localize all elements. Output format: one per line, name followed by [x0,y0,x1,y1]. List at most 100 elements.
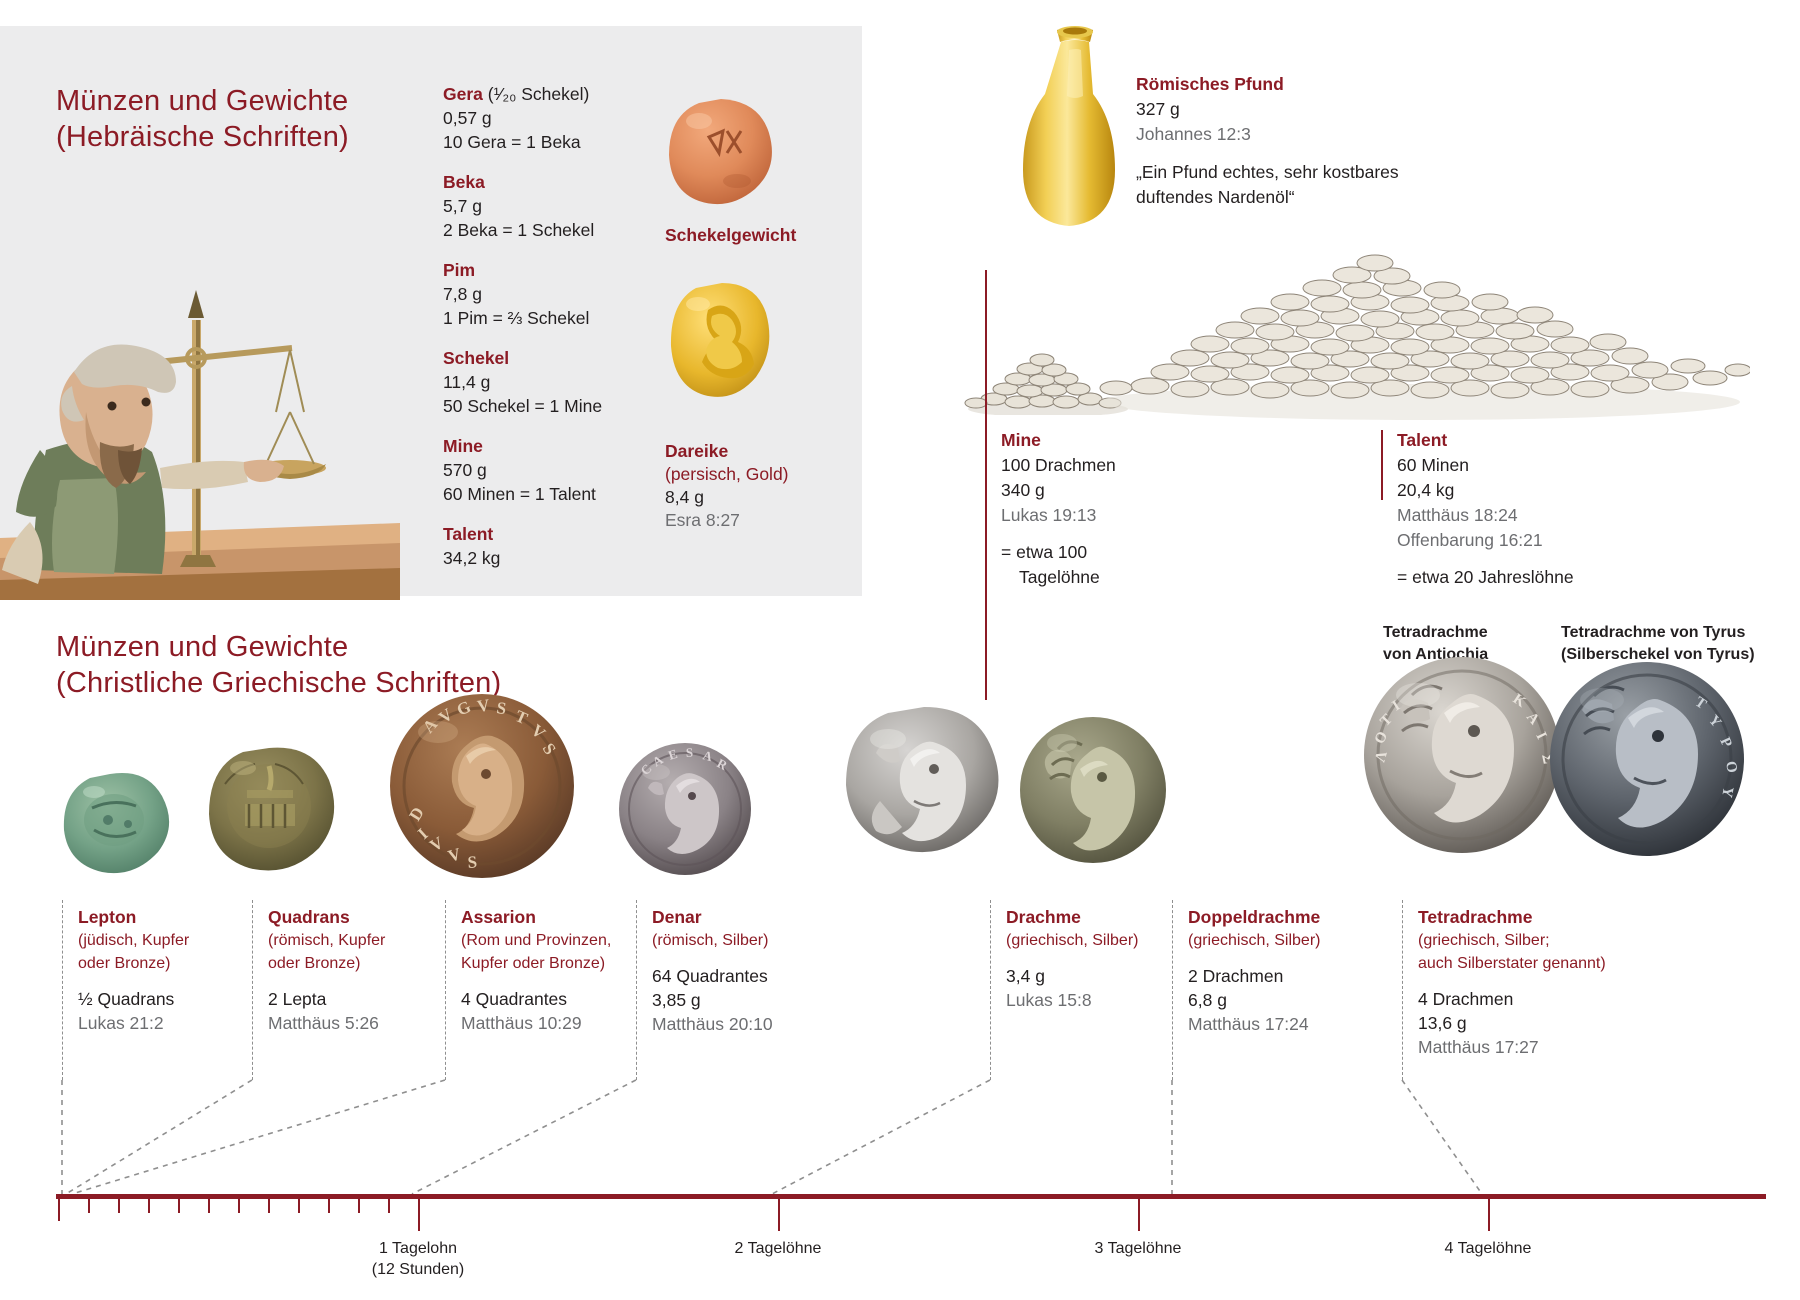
label-divider [1172,900,1173,1080]
shekel-weight-stone-image [665,95,777,207]
axis-label-3: 3 Tagelöhne [1038,1238,1238,1259]
weight-name: Mine [443,436,483,456]
talent-entry: Talent 60 Minen 20,4 kg Matthäus 18:24 O… [1381,428,1595,590]
weight-entry-gera: Gera (¹⁄₂₀ Schekel) 0,57 g 10 Gera = 1 B… [443,82,643,154]
axis-tick-4-tageloehne [1488,1199,1490,1231]
coin-name: Quadrans [268,907,350,927]
title-hebrew-line1: Münzen und Gewichte [56,85,349,118]
dareike-name: Dareike [665,441,729,461]
axis-tick-2-tageloehne [778,1199,780,1231]
weight-name: Pim [443,260,476,280]
balance-scale-illustration [0,150,420,600]
weight-value: 570 g [443,460,487,480]
doppeldrachme-coin-image [1018,715,1168,865]
coin-subtitle-line1: (römisch, Kupfer [268,932,386,949]
axis-tick-minor [388,1199,390,1213]
svg-text:S: S [686,745,694,760]
axis-label-2: 2 Tagelöhne [678,1238,878,1259]
coin-ref: Matthäus 20:10 [652,1014,773,1034]
axis-label-1-sub: (12 Stunden) [371,1261,465,1278]
roman-pound-weight: 327 g [1136,99,1180,119]
denar-coin-image: C A E S A R [616,740,754,878]
mine-ref-1: Lukas 19:13 [1001,505,1097,525]
svg-text:Υ: Υ [1718,785,1736,799]
axis-tick-1-tagelohn [418,1199,420,1231]
coin-ref: Lukas 15:8 [1006,990,1092,1010]
svg-text:Λ: Λ [1372,749,1390,764]
coin-label-tetradrachme: Tetradrachme (griechisch, Silber; auch S… [1418,905,1648,1059]
weight-value: 7,8 g [443,284,482,304]
weight-entry-beka: Beka 5,7 g 2 Beka = 1 Schekel [443,170,643,242]
weight-value: 34,2 kg [443,548,501,568]
roman-pound-name: Römisches Pfund [1136,74,1284,94]
title-hebrew-line2: (Hebräische Schriften) [56,121,349,154]
quote-line2: duftendes Nardenöl“ [1136,187,1295,207]
roman-pound-block: Römisches Pfund 327 g Johannes 12:3 „Ein… [1136,72,1466,210]
leader-lines [61,1079,1483,1195]
drachme-coin-image [840,705,1008,873]
axis-tick-minor [358,1199,360,1213]
coin-subtitle-line1: (römisch, Silber) [652,932,769,949]
coin-value-line1: 2 Lepta [268,989,327,1009]
mine-line1: 100 Drachmen [1001,455,1116,475]
coin-label-denar: Denar (römisch, Silber) 64 Quadrantes 3,… [652,905,832,1036]
axis-tick-minor [88,1199,90,1213]
quadrans-coin-image [203,744,343,874]
weight-entry-mine: Mine 570 g 60 Minen = 1 Talent [443,434,643,506]
talent-line1: 60 Minen [1397,455,1469,475]
axis-tick-minor [178,1199,180,1213]
dareike-weight: 8,4 g [665,487,704,507]
coin-label-assarion: Assarion (Rom und Provinzen, Kupfer oder… [461,905,651,1035]
weight-entry-schekel: Schekel 11,4 g 50 Schekel = 1 Mine [443,346,643,418]
svg-text:S: S [495,698,507,718]
alabaster-jar-illustration [1020,20,1130,250]
weight-name: Gera (¹⁄₂₀ Schekel) [443,84,590,104]
coin-name: Tetradrachme [1418,907,1533,927]
label-divider [62,900,63,1080]
mine-equiv-line1: = etwa 100 [1001,542,1088,562]
axis-label-1-main: 1 Tagelohn [379,1240,457,1257]
dareike-coin-image [668,280,776,400]
coin-value-line1: 4 Quadrantes [461,989,568,1009]
tet-antioch-line1: Tetradrachme [1383,624,1488,641]
wage-axis-bar [56,1194,1766,1199]
mine-coin-pile-image [960,325,1130,415]
label-divider [252,900,253,1080]
weight-name: Talent [443,524,494,544]
weight-name: Beka [443,172,485,192]
axis-tick-minor [208,1199,210,1213]
axis-label-4-main: 4 Tagelöhne [1444,1240,1532,1257]
axis-label-4: 4 Tagelöhne [1388,1238,1588,1259]
tetradrachme-tyrus-coin-image: Τ Υ Ρ Ο Υ [1548,660,1746,858]
dareike-ref: Esra 8:27 [665,510,740,530]
coin-value-line1: 64 Quadrantes [652,966,768,986]
page-title-hebrew: Münzen und Gewichte (Hebräische Schrifte… [56,83,349,155]
coin-name: Assarion [461,907,536,927]
dareike-caption: Dareike (persisch, Gold) 8,4 g Esra 8:27 [665,440,789,532]
coin-ref: Matthäus 17:27 [1418,1037,1539,1057]
coin-name: Doppeldrachme [1188,907,1321,927]
axis-label-2-main: 2 Tagelöhne [734,1240,822,1257]
coin-value-line2: 3,85 g [652,990,701,1010]
coin-ref: Matthäus 10:29 [461,1013,582,1033]
shekel-weight-caption: Schekelgewicht [665,225,797,245]
weight-relation: 60 Minen = 1 Talent [443,484,596,504]
coin-name: Denar [652,907,702,927]
weight-value: 0,57 g [443,108,492,128]
axis-tick-3-tageloehne [1138,1199,1140,1231]
axis-tick-minor [118,1199,120,1213]
axis-tick-minor [298,1199,300,1213]
weight-value: 11,4 g [443,372,491,392]
talent-ref-2: Offenbarung 16:21 [1397,530,1543,550]
coin-name: Lepton [78,907,137,927]
weight-relation: 10 Gera = 1 Beka [443,132,581,152]
hebrew-weights-list: Gera (¹⁄₂₀ Schekel) 0,57 g 10 Gera = 1 B… [443,82,643,586]
svg-text:Ο: Ο [1722,760,1740,774]
coin-label-drachme: Drachme (griechisch, Silber) 3,4 g Lukas… [1006,905,1186,1012]
mine-line2: 340 g [1001,480,1045,500]
weight-value: 5,7 g [443,196,482,216]
coin-subtitle-line1: (griechisch, Silber) [1006,932,1139,949]
coin-subtitle-line1: (jüdisch, Kupfer [78,932,190,949]
coin-subtitle-line1: (griechisch, Silber; [1418,932,1550,949]
coin-value-line2: 6,8 g [1188,990,1227,1010]
